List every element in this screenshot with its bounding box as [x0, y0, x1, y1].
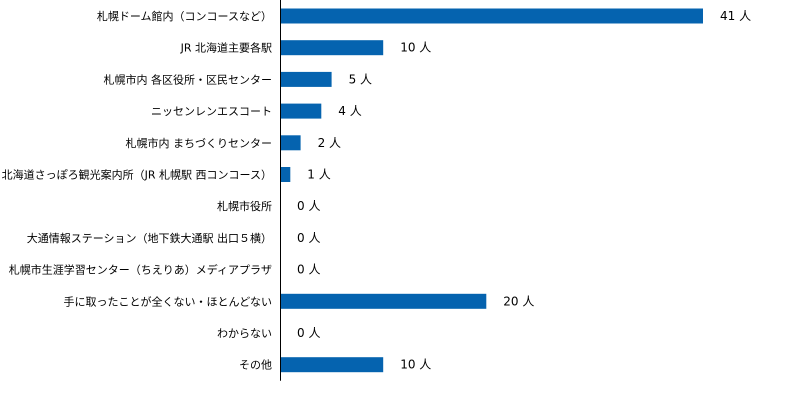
category-label: 札幌ドーム館内（コンコースなど） — [97, 9, 272, 23]
category-label: JR 北海道主要各駅 — [180, 41, 272, 55]
bar — [280, 135, 301, 151]
bar — [280, 167, 291, 182]
bar — [280, 293, 487, 309]
data-label: 2 人 — [318, 136, 341, 150]
category-label: 札幌市役所 — [217, 199, 272, 213]
category-label: 札幌市生涯学習センター（ちえりあ）メディアプラザ — [9, 263, 272, 277]
category-label: 札幌市内 各区役所・区民センター — [104, 72, 273, 86]
category-label: わからない — [217, 327, 272, 340]
category-label: 北海道さっぽろ観光案内所（JR 札幌駅 西コンコース） — [2, 168, 272, 182]
data-label: 0 人 — [297, 263, 320, 277]
category-label: 手に取ったことが全くない・ほとんどない — [64, 294, 272, 308]
category-label: 大通情報ステーション（地下鉄大通駅 出口５横） — [27, 231, 272, 245]
category-label: 札幌市内 まちづくりセンター — [126, 136, 273, 150]
category-label: その他 — [239, 359, 272, 372]
bar — [280, 40, 384, 56]
bar — [280, 8, 703, 24]
bar — [280, 71, 332, 87]
data-label: 0 人 — [297, 326, 320, 340]
data-label: 41 人 — [720, 9, 751, 23]
data-label: 0 人 — [297, 231, 320, 245]
bar — [280, 357, 384, 373]
category-label: ニッセンレンエスコート — [151, 105, 272, 118]
data-label: 4 人 — [338, 104, 361, 118]
data-label: 10 人 — [400, 358, 431, 372]
bar — [280, 103, 322, 119]
data-label: 0 人 — [297, 199, 320, 213]
data-label: 1 人 — [307, 168, 330, 182]
data-label: 5 人 — [349, 72, 372, 86]
data-label: 20 人 — [503, 294, 534, 308]
data-label: 10 人 — [400, 41, 431, 55]
value-labels: 41 人 10 人 5 人 4 人 2 人 1 人 0 人 0 人 0 人 20 人 0 人 10 人 — [297, 9, 751, 372]
bar-series — [280, 8, 703, 373]
